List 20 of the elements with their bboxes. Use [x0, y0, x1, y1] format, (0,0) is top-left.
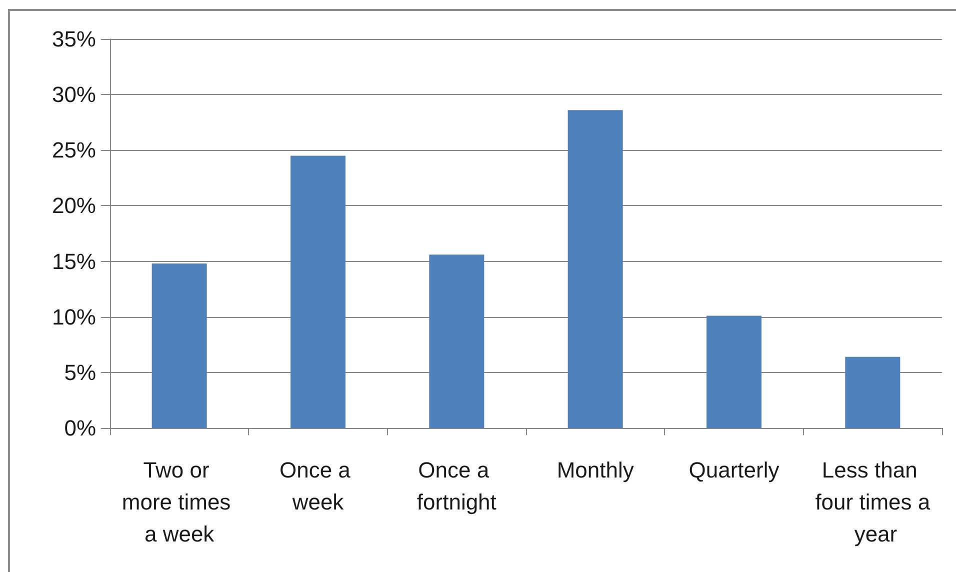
x-tick-label: Two or more times a week	[122, 458, 237, 546]
x-tick-label: Monthly	[556, 458, 634, 482]
bar	[429, 254, 484, 428]
bar	[845, 356, 900, 428]
bar	[152, 264, 207, 428]
x-tick-label: Quarterly	[688, 458, 780, 482]
y-tick-label: 30%	[52, 82, 96, 108]
y-tick-label: 10%	[52, 304, 96, 330]
y-tick-label: 25%	[52, 138, 96, 163]
bar	[568, 110, 623, 428]
bar	[706, 316, 762, 428]
y-tick-label: 15%	[52, 248, 96, 274]
x-tick-label: Once a week	[279, 458, 357, 514]
y-tick-label: 5%	[64, 360, 96, 385]
x-tick-label: Once a fortnight	[416, 458, 496, 514]
x-tick-label: Less than four times a year	[815, 458, 931, 546]
bar	[290, 156, 346, 428]
y-tick-label: 20%	[52, 193, 96, 218]
y-tick-label: 0%	[64, 416, 96, 440]
y-tick-label: 35%	[52, 26, 96, 52]
